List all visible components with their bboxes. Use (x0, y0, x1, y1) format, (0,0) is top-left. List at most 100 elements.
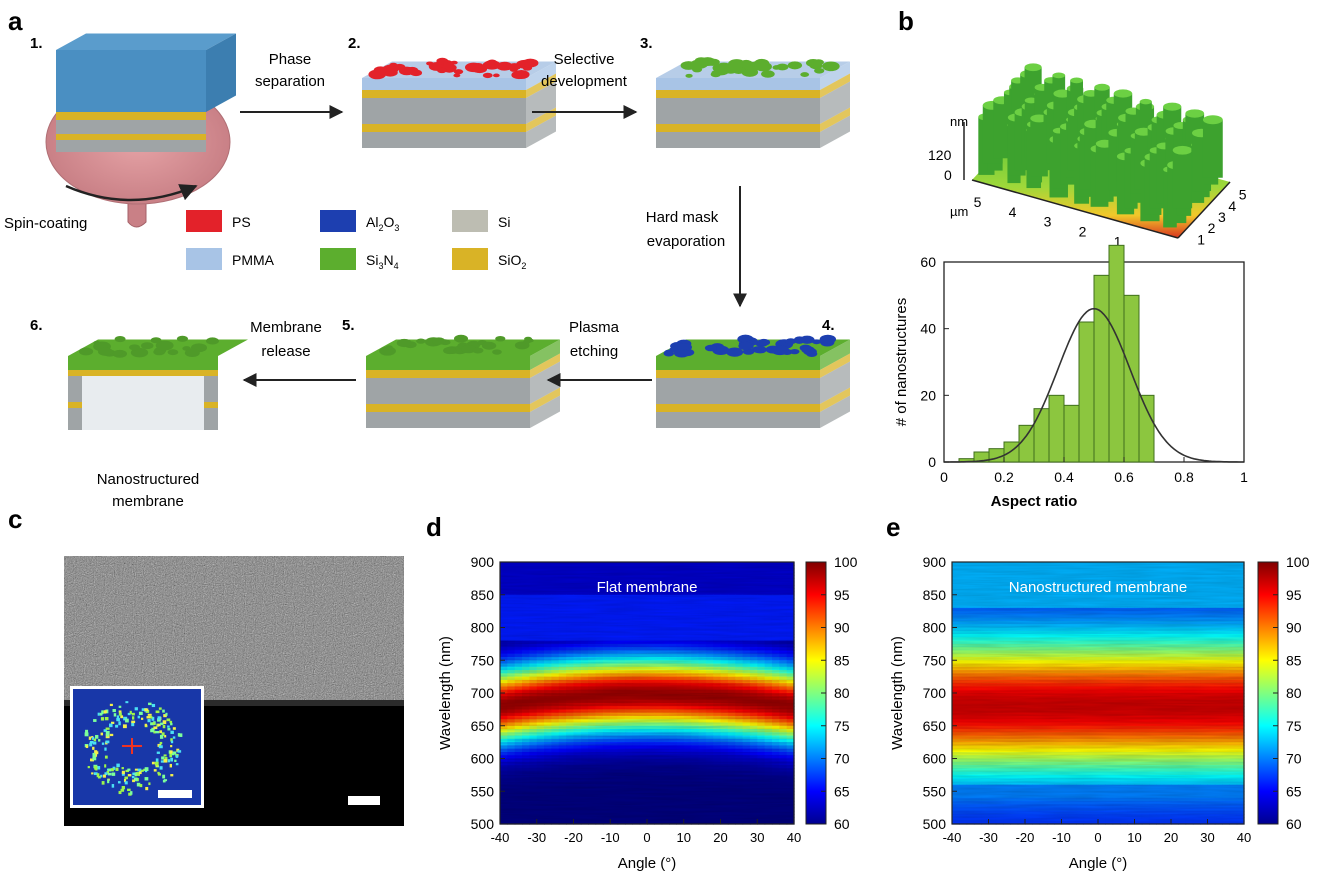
stack-step-2-layer-side (526, 61, 556, 90)
fft-dot (125, 769, 129, 773)
legend-swatch-si (452, 210, 488, 232)
fft-dot (151, 716, 155, 721)
histogram-y-tick-label: 60 (920, 254, 936, 270)
fft-dot (150, 722, 154, 726)
fft-dot (104, 772, 108, 776)
histogram-x-label: Aspect ratio (991, 493, 1078, 510)
stack-step-5-layer-side (530, 339, 560, 370)
fft-dot (169, 750, 173, 754)
histogram-bar (1093, 274, 1110, 463)
fft-dot (118, 710, 122, 713)
step4-al2o3-dots-dot (806, 350, 818, 357)
stack-step-4-layer-side (820, 395, 850, 428)
fft-dot (140, 717, 144, 720)
stack-step-4-layer (656, 356, 820, 370)
stack-step-1 (56, 33, 236, 152)
stack-step-3-layer-side (820, 115, 850, 148)
step4-al2o3-dots-dot (757, 338, 771, 346)
step2-ps-domains-dot (436, 57, 449, 65)
step5-pillars-dot (456, 338, 465, 343)
step4-al2o3-dots-dot (770, 345, 789, 356)
fft-dot (153, 769, 157, 772)
fft-dot (132, 779, 135, 783)
fft-dot (172, 736, 176, 739)
fft-dot (92, 756, 97, 761)
afm-xy-unit: µm (950, 204, 968, 219)
stack-step-3-layer (656, 124, 820, 132)
fft-dot (107, 779, 110, 784)
heatmap-x-tick-label: -30 (527, 830, 546, 845)
step5-pillars-dot (379, 346, 396, 356)
fft-dot (170, 730, 174, 734)
fft-dot (127, 712, 131, 716)
afm-right-tick: 2 (1208, 220, 1216, 236)
fft-dot (89, 740, 94, 744)
step6-leg-right-oxide (204, 402, 218, 408)
fft-dot (163, 754, 167, 757)
fft-dot (177, 733, 181, 737)
fft-dot (84, 732, 89, 737)
fft-dot (155, 730, 160, 734)
fft-dot (139, 784, 143, 788)
fft-dot (164, 735, 167, 738)
heatmap-title: Flat membrane (597, 579, 698, 596)
stack-step-5-layer-side (530, 361, 560, 404)
stack-step-3 (656, 61, 850, 148)
stack-step-5-layer (366, 412, 530, 428)
stack-step-4-layer (656, 378, 820, 404)
fft-dot (127, 788, 131, 792)
fft-dot (113, 713, 117, 717)
fft-dot (103, 710, 107, 714)
step1-layer (56, 140, 206, 152)
step6-pillars-dot (112, 350, 123, 356)
fft-dot (140, 769, 144, 772)
stack-step-3-layer-side (820, 81, 850, 124)
legend-swatch-si3n4 (320, 248, 356, 270)
fft-dot (104, 755, 108, 759)
stack-step-5-layer (366, 370, 530, 378)
histogram-x-tick-label: 1 (1240, 469, 1248, 485)
step2-ps-domains-dot (443, 62, 453, 68)
histogram-x-tick-label: 0 (940, 469, 948, 485)
heatmap-y-label: Wavelength (nm) (437, 636, 454, 750)
fft-dot (169, 763, 173, 768)
colorbar-tick-label: 75 (834, 718, 850, 734)
fft-dot (116, 715, 120, 720)
step2-ps-domains-dot (453, 69, 464, 75)
step2-ps-domains-dot (524, 62, 535, 68)
fft-dot (103, 729, 107, 732)
histogram-x-tick-label: 0.4 (1054, 469, 1074, 485)
fft-dot (147, 713, 152, 716)
fft-dot (170, 745, 173, 748)
afm-x-axis (971, 179, 1179, 239)
afm-right-tick: 4 (1228, 198, 1236, 214)
fft-dot (148, 782, 151, 786)
step3-holes-dot (787, 61, 803, 70)
afm-z-unit: nm (950, 114, 968, 129)
fft-dot (121, 770, 125, 775)
stack-step-5-layer-side (530, 395, 560, 428)
fft-dot (130, 791, 133, 795)
fft-dot (101, 742, 105, 745)
stack-step-4-layer-side (820, 353, 850, 378)
heatmap-y-tick-label: 850 (471, 587, 495, 603)
fft-dot (134, 772, 137, 777)
stack-step-5-layer (366, 378, 530, 404)
step2-ps-domains (368, 57, 539, 80)
fft-dot (107, 768, 111, 772)
histogram-bar (1048, 394, 1065, 463)
fft-dot (131, 712, 135, 716)
fft-dot (111, 721, 115, 724)
fft-dot (144, 767, 149, 772)
histogram-bar (1108, 244, 1125, 463)
fft-dot (92, 736, 95, 740)
fft-dot (97, 766, 101, 770)
step6-pillars-dot (93, 340, 101, 345)
stack-step-4-layer-side (820, 387, 850, 412)
afm-pillar-top (1113, 89, 1133, 98)
stack-step-4-layer (656, 370, 820, 378)
fft-dot (159, 766, 163, 770)
fft-dot (148, 702, 152, 706)
fft-dot (172, 751, 177, 755)
